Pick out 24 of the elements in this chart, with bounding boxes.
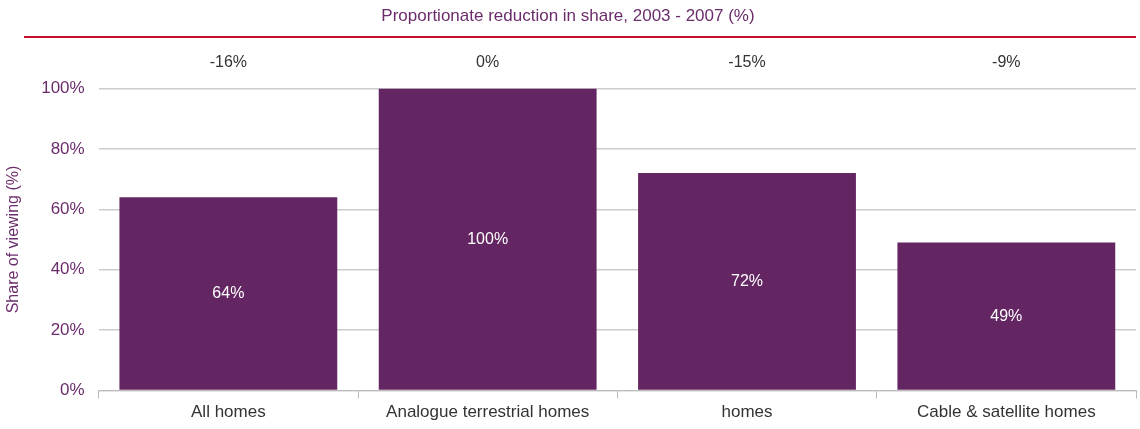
- y-tick-label: 80%: [50, 138, 85, 158]
- x-tick-label: Cable & satellite homes: [917, 402, 1096, 422]
- data-label: 49%: [990, 306, 1023, 324]
- bar: [638, 173, 856, 390]
- bar: [119, 197, 338, 390]
- chart-title: Proportionate reduction in share, 2003 - 2007 (%): [381, 5, 755, 25]
- text: -9%: [992, 52, 1021, 70]
- text: -16%: [209, 52, 248, 70]
- y-tick-label: 100%: [41, 78, 85, 98]
- y-axis-title: Share of viewing (%): [4, 165, 22, 314]
- x-tick-label: Analogue terrestrial homes: [386, 402, 590, 422]
- bar: [897, 242, 1116, 390]
- y-tick-label: 40%: [50, 259, 85, 279]
- y-tick-label: 0%: [60, 380, 85, 400]
- text: 0%: [476, 52, 500, 70]
- data-label: 100%: [467, 229, 509, 247]
- text: -15%: [728, 52, 766, 70]
- bar: [378, 88, 597, 390]
- data-label: 72%: [730, 271, 764, 289]
- x-tick-label: All homes: [191, 402, 266, 422]
- x-tick-label: homes: [721, 402, 773, 422]
- y-tick-label: 60%: [50, 198, 85, 218]
- y-tick-label: 20%: [50, 319, 85, 339]
- data-label: 64%: [212, 283, 245, 301]
